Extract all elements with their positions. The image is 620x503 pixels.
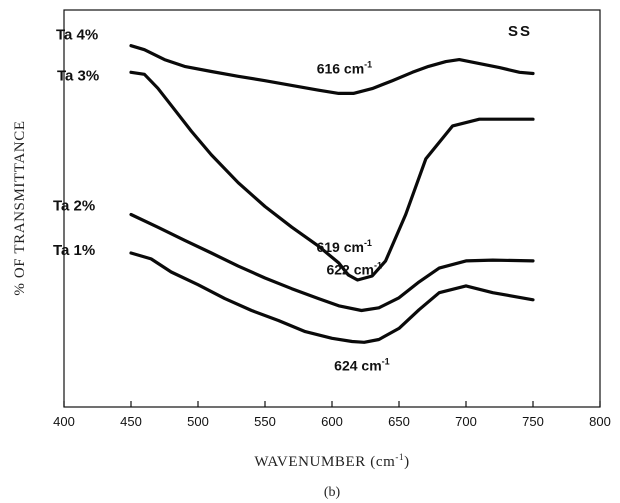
peak-label-ta-1: 624 cm-1 — [334, 356, 390, 373]
x-tick-label: 450 — [120, 414, 142, 429]
x-tick-label: 800 — [589, 414, 611, 429]
x-tick-label: 700 — [455, 414, 477, 429]
x-ticks: 400 450 500 550 600 650 700 750 800 — [53, 401, 611, 429]
x-axis-title-main: WAVENUMBER (cm — [254, 454, 395, 470]
y-axis-title: % OF TRANSMITTANCE — [12, 120, 28, 295]
series-label-ta-3: Ta 3% — [57, 67, 99, 84]
x-tick-label: 550 — [254, 414, 276, 429]
series-label-ta-4: Ta 4% — [56, 27, 98, 44]
figure-caption: (b) — [324, 485, 341, 500]
peak-label-value: 624 cm — [334, 357, 381, 373]
corner-label: SS — [508, 23, 532, 40]
x-axis-title: WAVENUMBER (cm-1) — [254, 452, 409, 470]
x-axis-title-close: ) — [404, 454, 410, 470]
peak-label-ta-2: 622 cm-1 — [326, 261, 382, 278]
peak-label-value: 616 cm — [317, 60, 364, 76]
series-line-ta-3 — [129, 70, 535, 282]
series-label-ta-1: Ta 1% — [53, 242, 95, 259]
x-tick-label: 400 — [53, 414, 75, 429]
series-line-ta-2 — [129, 212, 535, 313]
peak-label-value: 622 cm — [326, 262, 373, 278]
peak-label-sup: -1 — [374, 261, 382, 271]
peak-label-sup: -1 — [382, 356, 390, 366]
peak-label-sup: -1 — [364, 59, 372, 69]
x-axis-title-sup: -1 — [395, 452, 404, 462]
series-labels: Ta 4%616 cm-1Ta 3%619 cm-1Ta 2%622 cm-1T… — [53, 27, 390, 374]
series-label-ta-2: Ta 2% — [53, 197, 95, 214]
peak-label-value: 619 cm — [316, 239, 363, 255]
series-lines — [129, 44, 535, 344]
x-tick-label: 750 — [522, 414, 544, 429]
x-tick-label: 600 — [321, 414, 343, 429]
x-tick-label: 650 — [388, 414, 410, 429]
series-line-ta-4 — [129, 44, 535, 95]
series-line-ta-1 — [129, 251, 535, 344]
x-tick-label: 500 — [187, 414, 209, 429]
peak-label-sup: -1 — [364, 238, 372, 248]
peak-label-ta-4: 616 cm-1 — [317, 59, 373, 76]
peak-label-ta-3: 619 cm-1 — [316, 238, 372, 255]
